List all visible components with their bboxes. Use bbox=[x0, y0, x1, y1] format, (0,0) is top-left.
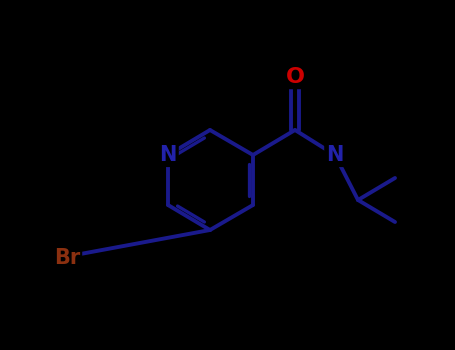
Text: N: N bbox=[159, 145, 177, 165]
Text: O: O bbox=[285, 67, 304, 87]
Text: Br: Br bbox=[54, 248, 80, 268]
Text: N: N bbox=[326, 145, 344, 165]
